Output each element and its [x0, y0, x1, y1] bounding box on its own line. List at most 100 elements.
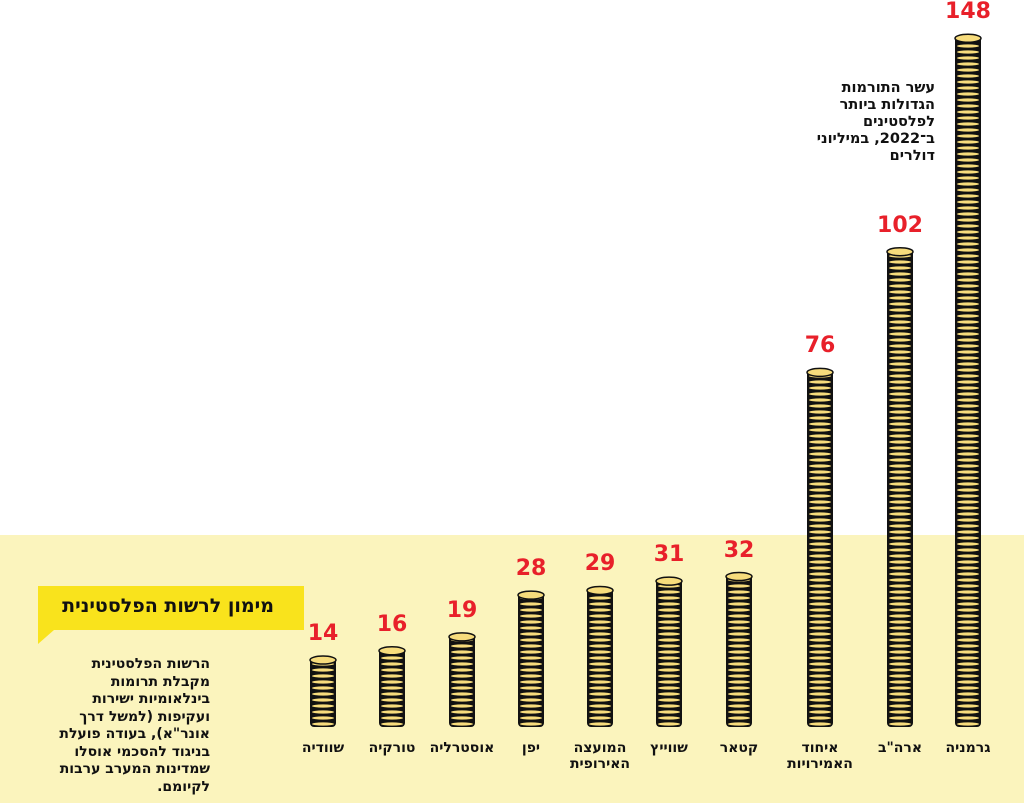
coin [728, 692, 750, 696]
coin [889, 572, 911, 576]
stack-top [448, 632, 476, 642]
coin [889, 698, 911, 702]
coin [520, 602, 542, 606]
coin [889, 452, 911, 456]
coin [451, 704, 473, 708]
coin [957, 140, 979, 144]
coin [889, 662, 911, 666]
coin [728, 668, 750, 672]
category-label: ארה"ב [877, 740, 923, 756]
coin [728, 656, 750, 660]
coin [957, 584, 979, 588]
coin [658, 638, 680, 642]
coin [728, 644, 750, 648]
coin [658, 722, 680, 726]
coin [957, 620, 979, 624]
coin [728, 596, 750, 600]
coin [589, 614, 611, 618]
coin [312, 692, 334, 696]
coin [889, 596, 911, 600]
coin [889, 302, 911, 306]
coin [889, 536, 911, 540]
coin [889, 590, 911, 594]
coin [957, 314, 979, 318]
category-label: שוודיה [301, 740, 345, 756]
coin [520, 686, 542, 690]
coin [957, 62, 979, 66]
coin [957, 236, 979, 240]
coin [809, 668, 831, 672]
category-label: יפן [521, 740, 541, 756]
coin [957, 188, 979, 192]
coin [520, 608, 542, 612]
stack-top [806, 367, 834, 378]
coin-stack-bar [655, 576, 683, 727]
coin [809, 722, 831, 726]
coin [957, 692, 979, 696]
coin [381, 674, 403, 678]
coin [889, 518, 911, 522]
coin [658, 620, 680, 624]
value-label: 19 [446, 597, 478, 623]
coin [957, 332, 979, 336]
coin-stack-bar [309, 655, 337, 727]
coin [520, 626, 542, 630]
coin [889, 332, 911, 336]
coin [589, 710, 611, 714]
coin [809, 506, 831, 510]
coin [809, 452, 831, 456]
coin [889, 404, 911, 408]
coin [957, 440, 979, 444]
coin [728, 614, 750, 618]
coin [957, 668, 979, 672]
coin [520, 722, 542, 726]
coin [809, 686, 831, 690]
coin [957, 644, 979, 648]
coin [658, 602, 680, 606]
coin [809, 398, 831, 402]
coin [957, 122, 979, 126]
coin [381, 686, 403, 690]
coin [809, 560, 831, 564]
coin [589, 638, 611, 642]
coin [809, 434, 831, 438]
coin [451, 674, 473, 678]
coin [809, 512, 831, 516]
coin [728, 698, 750, 702]
coin [889, 488, 911, 492]
coin [957, 410, 979, 414]
coin [809, 428, 831, 432]
coin-stack-bar [448, 632, 476, 727]
coin [809, 536, 831, 540]
coin [809, 392, 831, 396]
coin [889, 602, 911, 606]
coin [957, 98, 979, 102]
coin [957, 416, 979, 420]
coin [957, 458, 979, 462]
coin [957, 404, 979, 408]
coin [889, 308, 911, 312]
coin [589, 698, 611, 702]
chart-description: הרשות הפלסטינית מקבלת תרומות בינלאומיות … [59, 656, 210, 795]
coin [809, 674, 831, 678]
coin [809, 494, 831, 498]
coin [809, 458, 831, 462]
coin [957, 242, 979, 246]
coin [957, 722, 979, 726]
coin [728, 620, 750, 624]
coin [381, 704, 403, 708]
stack-top [954, 33, 982, 44]
coin-stack-bar [954, 33, 982, 727]
coin [520, 656, 542, 660]
coin [957, 716, 979, 720]
coin [809, 590, 831, 594]
coin [520, 632, 542, 636]
coin [520, 674, 542, 678]
coin [889, 656, 911, 660]
coin [957, 602, 979, 606]
coin [889, 524, 911, 528]
coin [658, 662, 680, 666]
coin [809, 698, 831, 702]
coin [957, 92, 979, 96]
coin [889, 350, 911, 354]
